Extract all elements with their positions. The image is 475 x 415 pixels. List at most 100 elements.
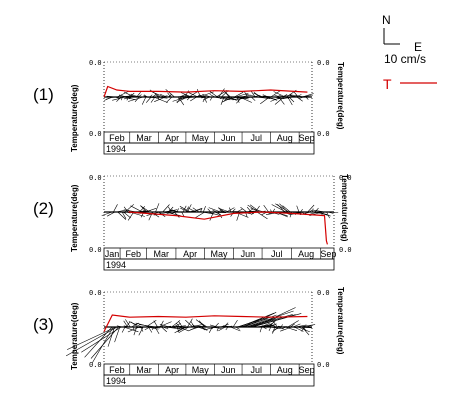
current-stick — [271, 204, 287, 213]
current-stick — [287, 320, 299, 328]
current-stick — [159, 320, 164, 328]
current-stick — [282, 94, 288, 98]
current-stick — [145, 96, 152, 103]
current-stick — [305, 325, 312, 328]
current-stick — [176, 326, 192, 329]
current-stick — [262, 326, 267, 330]
current-stick — [141, 96, 147, 105]
panel-2-ytick-bottom-right: 0.0 — [339, 246, 352, 254]
current-stick — [195, 319, 206, 328]
current-stick — [294, 326, 301, 328]
current-stick — [298, 96, 304, 99]
current-stick — [208, 90, 218, 98]
current-stick — [123, 209, 137, 213]
current-stick — [327, 211, 334, 214]
panel-3-label: (3) — [33, 315, 54, 334]
current-stick — [289, 94, 305, 98]
current-stick — [207, 326, 217, 330]
current-stick — [158, 321, 172, 328]
current-stick — [106, 95, 116, 98]
current-stick — [203, 96, 210, 101]
panel-2: (2) Temperature(deg) Temperature(deg) 0.… — [33, 174, 352, 271]
current-stick — [253, 92, 262, 98]
current-stick — [140, 205, 150, 213]
current-stick — [214, 211, 221, 215]
current-stick — [179, 206, 191, 213]
current-stick — [166, 326, 169, 330]
current-stick — [194, 326, 209, 328]
current-stick — [256, 211, 268, 220]
month-label-jul: Jul — [271, 249, 283, 259]
month-label-may: May — [210, 249, 228, 259]
panel-3-temperature-line — [103, 314, 308, 332]
month-label-jun: Jun — [221, 365, 236, 375]
current-stick — [153, 320, 158, 328]
panel-3-ylabel-left: Temperature(deg) — [70, 302, 79, 370]
current-stick — [207, 211, 220, 216]
current-stick — [117, 211, 127, 220]
current-stick — [296, 205, 300, 213]
current-stick — [296, 96, 303, 102]
current-stick — [221, 96, 234, 103]
current-stick — [175, 325, 184, 328]
current-stick — [150, 91, 165, 98]
current-stick — [166, 211, 173, 214]
current-stick — [232, 319, 238, 328]
legend: N E 10 cm/s T — [382, 13, 437, 92]
current-stick — [154, 96, 166, 102]
current-stick — [90, 326, 119, 359]
current-stick — [128, 321, 143, 328]
current-stick — [65, 326, 118, 357]
month-label-jun: Jun — [241, 249, 256, 259]
current-stick — [112, 96, 126, 101]
panel-1-ytick-bottom-left: 0.0 — [89, 130, 102, 138]
panel-1-label: (1) — [33, 85, 54, 104]
current-stick — [251, 96, 256, 101]
month-label-feb: Feb — [126, 249, 142, 259]
month-label-apr: Apr — [183, 249, 197, 259]
current-stick — [228, 96, 239, 100]
current-stick — [121, 211, 127, 219]
month-label-aug: Aug — [277, 133, 293, 143]
current-stick — [244, 312, 277, 328]
current-stick — [243, 210, 257, 213]
month-label-jul: Jul — [251, 133, 263, 143]
panel-3-ytick-bottom-right: 0.0 — [317, 361, 330, 369]
current-stick — [272, 326, 276, 334]
current-stick — [216, 326, 220, 332]
current-stick — [192, 207, 200, 213]
current-stick — [273, 91, 286, 98]
current-stick — [223, 96, 229, 102]
current-stick — [194, 211, 205, 219]
panel-1-ylabel-left: Temperature(deg) — [70, 84, 79, 152]
current-stick — [209, 324, 218, 328]
current-stick — [203, 205, 206, 213]
panel-1-year-strip — [103, 142, 315, 155]
panel-2-ytick-bottom-left: 0.0 — [89, 246, 102, 254]
current-stick — [169, 209, 181, 213]
current-stick — [230, 326, 241, 332]
current-stick — [252, 313, 302, 328]
current-stick — [263, 205, 269, 213]
panel-3-current-sticks — [65, 307, 316, 364]
current-stick — [229, 207, 232, 213]
current-stick — [132, 326, 135, 330]
current-stick — [165, 96, 173, 103]
current-stick — [190, 96, 197, 102]
current-stick — [255, 205, 260, 213]
current-stick — [236, 208, 243, 213]
current-stick — [124, 204, 134, 213]
current-stick — [127, 211, 134, 221]
current-stick — [309, 209, 313, 213]
current-stick — [168, 206, 172, 213]
current-stick — [302, 93, 314, 98]
panel-3-ytick-bottom-left: 0.0 — [89, 361, 102, 369]
current-stick — [116, 325, 123, 328]
current-stick — [134, 96, 140, 103]
panel-2-month-labels: Jan Feb Mar Apr May Jun Jul Aug Sep — [105, 248, 336, 259]
current-stick — [274, 94, 281, 98]
current-stick — [288, 96, 295, 103]
current-stick — [178, 321, 183, 328]
month-label-apr: Apr — [165, 365, 179, 375]
current-stick — [261, 325, 274, 328]
